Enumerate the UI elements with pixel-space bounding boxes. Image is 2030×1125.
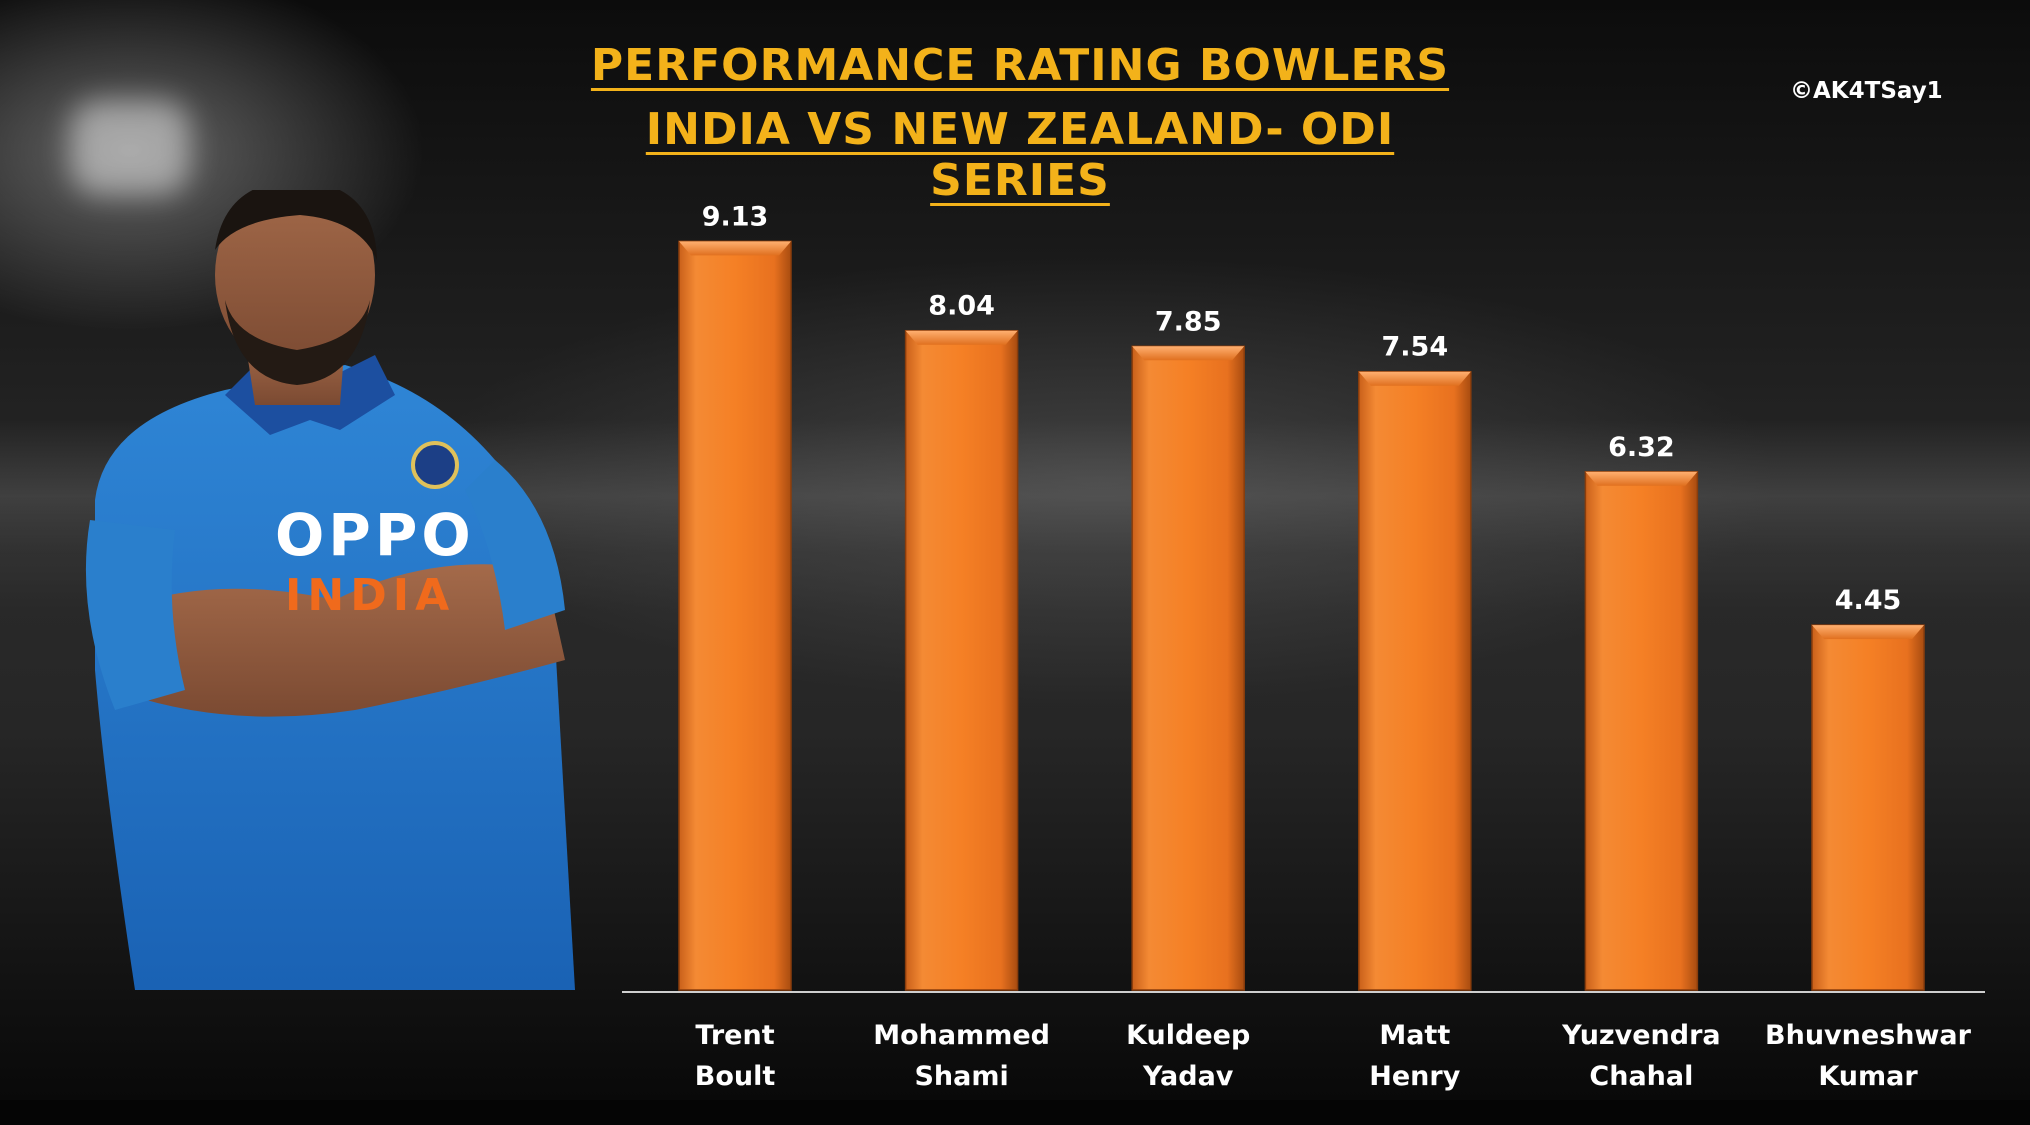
chart-title: PERFORMANCE RATING BOWLERS bbox=[590, 40, 1450, 91]
floodlight bbox=[70, 100, 190, 195]
category-label: Chahal bbox=[1589, 1061, 1693, 1092]
category-label: Shami bbox=[914, 1061, 1008, 1092]
bar-bevel bbox=[1585, 471, 1698, 486]
bar bbox=[904, 329, 1019, 991]
category-label: Boult bbox=[695, 1061, 776, 1092]
category-label: Kuldeep bbox=[1126, 1020, 1250, 1051]
data-label: 9.13 bbox=[702, 201, 769, 232]
bar bbox=[678, 240, 792, 991]
bar-bevel bbox=[1812, 625, 1924, 640]
data-label: 7.85 bbox=[1155, 306, 1222, 337]
category-label: Kumar bbox=[1818, 1061, 1918, 1092]
bar-bevel bbox=[905, 330, 1018, 345]
category-label: Trent bbox=[695, 1020, 774, 1051]
bar bbox=[1131, 345, 1245, 991]
category-label: Bhuvneshwar bbox=[1765, 1020, 1972, 1051]
bar-bevel bbox=[1132, 346, 1245, 361]
credit-handle: ©AK4TSay1 bbox=[1790, 78, 1943, 104]
category-label: Henry bbox=[1369, 1061, 1460, 1092]
data-label: 8.04 bbox=[928, 291, 995, 322]
player-photo: OPPO INDIA bbox=[85, 190, 575, 990]
bottom-edge bbox=[0, 1100, 2030, 1125]
bar bbox=[1358, 370, 1472, 991]
chart-subtitle: INDIA VS NEW ZEALAND- ODI SERIES bbox=[645, 104, 1395, 206]
sponsor-logo: OPPO bbox=[275, 501, 475, 569]
data-label: 7.54 bbox=[1381, 332, 1448, 363]
category-label: Yadav bbox=[1142, 1061, 1234, 1092]
bar-bevel bbox=[1358, 371, 1471, 386]
category-label: Mohammed bbox=[873, 1020, 1050, 1051]
data-label: 4.45 bbox=[1835, 585, 1902, 616]
bar-bevel bbox=[679, 241, 791, 256]
data-label: 6.32 bbox=[1608, 432, 1675, 463]
team-logo: INDIA bbox=[285, 570, 455, 621]
bar bbox=[1584, 471, 1699, 991]
bar bbox=[1811, 624, 1925, 991]
category-label: Yuzvendra bbox=[1561, 1020, 1721, 1051]
category-label: Matt bbox=[1379, 1020, 1450, 1051]
